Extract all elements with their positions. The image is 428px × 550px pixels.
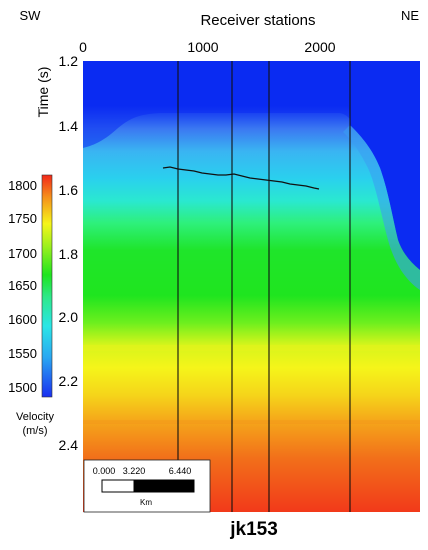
colorbar-tick-1500: 1500 [8,380,37,395]
colorbar-tick-1750: 1750 [8,211,37,226]
colorbar-tick-1650: 1650 [8,278,37,293]
x-axis-label: Receiver stations [200,12,315,29]
left-blue-shoulder [83,61,354,148]
scale-bar: 0.000 3.220 6.440 Km [83,459,211,513]
scale-bar-label-1: 3.220 [123,466,146,476]
y-tick-label-1.6: 1.6 [59,182,79,198]
colorbar-tick-1600: 1600 [8,312,37,327]
scale-bar-label-2: 6.440 [169,466,192,476]
colorbar-tick-1550: 1550 [8,346,37,361]
y-tick-label-2.4: 2.4 [59,437,79,453]
y-tick-label-1.2: 1.2 [59,53,79,69]
receiver-lines [177,61,351,512]
y-tick-label-1.4: 1.4 [59,118,79,134]
colorbar-label-line2: (m/s) [22,425,47,437]
colorbar: 1800 1750 1700 1650 1600 1550 1500 Veloc… [8,174,54,437]
scale-bar-white-segment [101,479,135,493]
x-tick-label-1000: 1000 [187,39,218,55]
colorbar-tick-1700: 1700 [8,246,37,261]
y-tick-labels: 1.2 1.4 1.6 1.8 2.0 2.2 2.4 [59,53,79,453]
y-tick-label-2.0: 2.0 [59,309,79,325]
x-tick-labels: 0 1000 2000 [79,39,336,55]
scale-bar-unit: Km [140,498,152,507]
figure-caption: jk153 [229,519,278,540]
colorbar-tick-1800: 1800 [8,178,37,193]
right-blue-wedge [346,61,420,270]
colorbar-label-line1: Velocity [16,411,54,423]
scale-bar-black-segment [133,479,195,493]
scale-bar-label-0: 0.000 [93,466,116,476]
x-tick-label-0: 0 [79,39,87,55]
direction-left-label: SW [20,8,42,23]
velocity-panel [83,61,420,512]
x-tick-label-2000: 2000 [304,39,335,55]
direction-right-label: NE [401,8,419,23]
y-axis-label: Time (s) [35,67,51,118]
picked-horizon-line [162,166,320,190]
colorbar-gradient [41,174,53,398]
y-tick-label-2.2: 2.2 [59,373,79,389]
y-tick-label-1.8: 1.8 [59,246,79,262]
right-cyan-fringe [343,125,420,290]
